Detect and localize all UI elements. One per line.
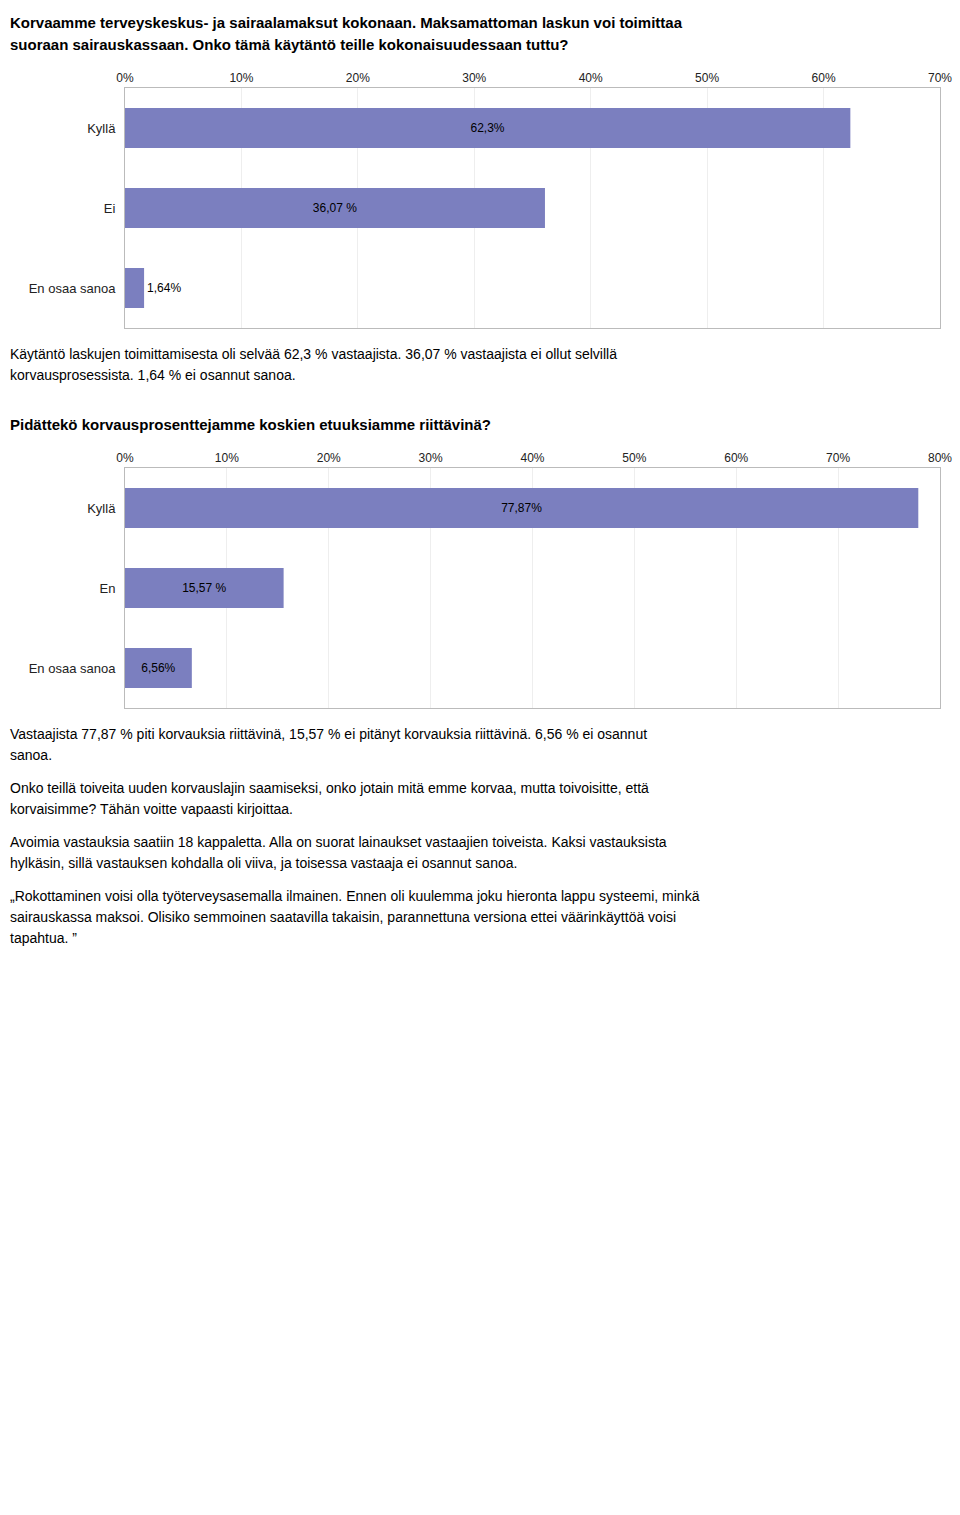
svg-text:0%: 0% (116, 451, 134, 465)
svg-text:40%: 40% (520, 451, 544, 465)
svg-text:60%: 60% (724, 451, 748, 465)
svg-text:70%: 70% (826, 451, 850, 465)
svg-text:30%: 30% (419, 451, 443, 465)
svg-text:62,3%: 62,3% (470, 121, 504, 135)
svg-text:sairauskassa maksoi. Olisiko s: sairauskassa maksoi. Olisiko semmoinen s… (10, 909, 676, 925)
svg-text:6,56%: 6,56% (141, 661, 175, 675)
svg-text:hylkäsin, sillä vastauksen koh: hylkäsin, sillä vastauksen kohdalla oli … (10, 855, 517, 871)
svg-text:En osaa sanoa: En osaa sanoa (29, 661, 117, 676)
svg-text:„Rokottaminen voisi olla työte: „Rokottaminen voisi olla työterveysasema… (10, 888, 700, 904)
svg-text:En osaa sanoa: En osaa sanoa (29, 281, 117, 296)
svg-text:suoraan sairauskassaan. Onko t: suoraan sairauskassaan. Onko tämä käytän… (10, 36, 569, 53)
svg-text:Avoimia vastauksia saatiin 18: Avoimia vastauksia saatiin 18 kappaletta… (10, 834, 667, 850)
svg-text:Kyllä: Kyllä (87, 121, 116, 136)
svg-text:korvaisimme? Tähän voitte vapa: korvaisimme? Tähän voitte vapaasti kirjo… (10, 801, 293, 817)
svg-text:15,57 %: 15,57 % (182, 581, 226, 595)
svg-text:Korvaamme terveyskeskus- ja sa: Korvaamme terveyskeskus- ja sairaalamaks… (10, 14, 683, 31)
svg-text:60%: 60% (812, 71, 836, 85)
svg-text:sanoa.: sanoa. (10, 747, 52, 763)
svg-text:70%: 70% (928, 71, 952, 85)
svg-text:40%: 40% (579, 71, 603, 85)
svg-text:36,07 %: 36,07 % (313, 201, 357, 215)
svg-text:korvausprosessista. 1,64 % ei: korvausprosessista. 1,64 % ei osannut sa… (10, 367, 296, 383)
svg-text:tapahtua. ”: tapahtua. ” (10, 930, 77, 946)
svg-text:Ei: Ei (104, 201, 116, 216)
svg-text:Pidättekö korvausprosenttejamm: Pidättekö korvausprosenttejamme koskien … (10, 416, 491, 433)
svg-text:10%: 10% (215, 451, 239, 465)
svg-text:Kyllä: Kyllä (87, 501, 116, 516)
svg-text:Vastaajista 77,87 % piti korva: Vastaajista 77,87 % piti korvauksia riit… (10, 726, 647, 742)
svg-text:77,87%: 77,87% (501, 501, 542, 515)
svg-text:20%: 20% (317, 451, 341, 465)
svg-text:80%: 80% (928, 451, 952, 465)
svg-text:0%: 0% (116, 71, 134, 85)
svg-text:Käytäntö laskujen toimittamise: Käytäntö laskujen toimittamisesta oli se… (10, 346, 617, 362)
svg-text:50%: 50% (695, 71, 719, 85)
svg-text:1,64%: 1,64% (147, 281, 181, 295)
svg-text:50%: 50% (622, 451, 646, 465)
svg-text:Onko teillä toiveita uuden kor: Onko teillä toiveita uuden korvauslajin … (10, 780, 649, 796)
svg-text:20%: 20% (346, 71, 370, 85)
svg-text:30%: 30% (462, 71, 486, 85)
svg-text:En: En (99, 581, 115, 596)
svg-text:10%: 10% (229, 71, 253, 85)
